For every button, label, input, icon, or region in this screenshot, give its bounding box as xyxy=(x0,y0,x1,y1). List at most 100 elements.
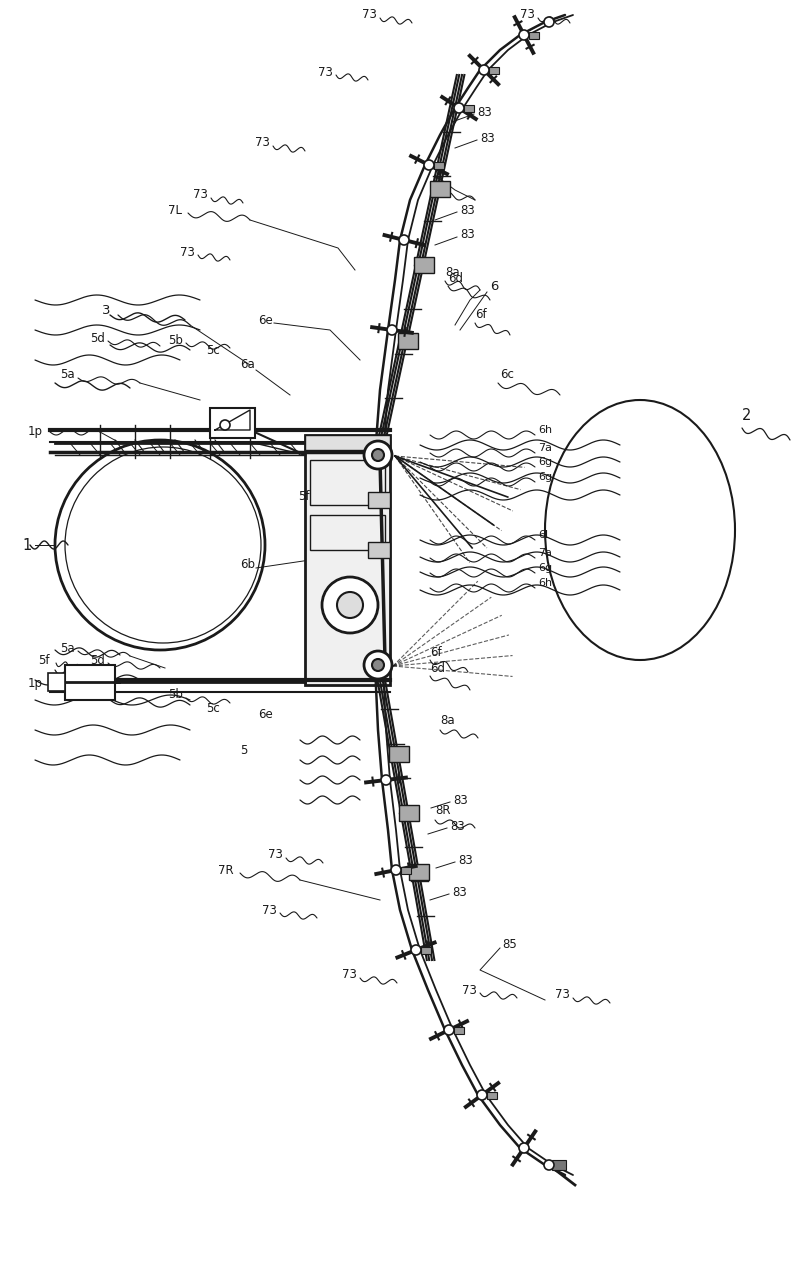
Text: 83: 83 xyxy=(460,229,474,242)
Bar xyxy=(401,866,411,874)
Text: 7a: 7a xyxy=(538,547,552,558)
Text: 5a: 5a xyxy=(60,641,74,654)
Circle shape xyxy=(454,103,464,113)
Text: 6g: 6g xyxy=(538,472,552,482)
Text: 73: 73 xyxy=(520,9,535,22)
Text: 73: 73 xyxy=(342,969,357,982)
Text: 5: 5 xyxy=(240,744,247,757)
Bar xyxy=(464,104,474,112)
Bar xyxy=(389,745,409,762)
Bar xyxy=(399,804,419,821)
Text: 6b: 6b xyxy=(240,559,255,572)
Text: 6f: 6f xyxy=(430,645,442,658)
Circle shape xyxy=(364,651,392,678)
Bar xyxy=(368,542,390,558)
Circle shape xyxy=(519,1142,529,1153)
Text: 73: 73 xyxy=(180,245,195,258)
Text: 6l: 6l xyxy=(538,529,548,540)
Text: 7L: 7L xyxy=(168,203,182,216)
Text: 73: 73 xyxy=(268,848,283,861)
Text: 73: 73 xyxy=(262,903,277,916)
Text: 83: 83 xyxy=(450,820,465,833)
Text: 5b: 5b xyxy=(168,334,183,347)
Bar xyxy=(368,492,390,508)
Bar xyxy=(65,666,115,700)
Text: 8L: 8L xyxy=(432,176,446,189)
Text: 83: 83 xyxy=(460,203,474,216)
Bar xyxy=(421,947,431,953)
Text: 73: 73 xyxy=(555,988,570,1001)
Bar xyxy=(552,1160,566,1171)
Text: 83: 83 xyxy=(453,794,468,807)
Text: 6: 6 xyxy=(490,280,498,293)
Text: 6h: 6h xyxy=(538,425,552,436)
Circle shape xyxy=(479,66,489,75)
Text: 5f: 5f xyxy=(38,654,50,667)
Circle shape xyxy=(544,17,554,27)
Circle shape xyxy=(544,1160,554,1171)
Text: 73: 73 xyxy=(193,189,208,202)
Text: 73: 73 xyxy=(318,66,333,78)
Text: 3: 3 xyxy=(102,303,110,316)
Bar xyxy=(454,1027,464,1033)
Text: 85: 85 xyxy=(502,938,517,951)
Circle shape xyxy=(381,775,391,785)
Text: 6e: 6e xyxy=(258,314,273,326)
Text: 5c: 5c xyxy=(206,343,220,356)
Text: 5a: 5a xyxy=(60,369,74,382)
Text: 7a: 7a xyxy=(538,443,552,454)
Text: 8a: 8a xyxy=(440,713,454,726)
Text: 7R: 7R xyxy=(218,864,234,876)
Text: 5d: 5d xyxy=(90,654,105,667)
Circle shape xyxy=(424,161,434,170)
Bar xyxy=(305,436,390,450)
Text: 73: 73 xyxy=(462,983,477,996)
Circle shape xyxy=(337,592,363,618)
Text: 8a: 8a xyxy=(445,266,460,279)
Text: 5d: 5d xyxy=(90,332,105,344)
Bar xyxy=(310,515,385,550)
Text: 83: 83 xyxy=(477,105,492,118)
Bar xyxy=(489,67,499,73)
Circle shape xyxy=(477,1090,487,1100)
Bar xyxy=(414,257,434,272)
Bar xyxy=(434,162,444,168)
Text: 6h: 6h xyxy=(538,578,552,589)
Text: 6d: 6d xyxy=(430,662,445,675)
Circle shape xyxy=(411,944,421,955)
Text: 1: 1 xyxy=(22,537,31,553)
Circle shape xyxy=(372,448,384,461)
Text: 6g: 6g xyxy=(538,563,552,573)
Text: 6e: 6e xyxy=(258,708,273,721)
Text: 8R: 8R xyxy=(435,803,450,816)
Text: 1p: 1p xyxy=(28,676,43,690)
Text: 73: 73 xyxy=(255,136,270,149)
Text: 5c: 5c xyxy=(206,702,220,714)
Text: 6c: 6c xyxy=(500,369,514,382)
Circle shape xyxy=(322,577,378,634)
Bar xyxy=(430,181,450,197)
Text: 83: 83 xyxy=(458,853,473,866)
Circle shape xyxy=(387,325,397,335)
Bar xyxy=(310,460,385,505)
Text: 5b: 5b xyxy=(168,689,183,702)
Text: 5f: 5f xyxy=(298,491,310,504)
Text: 83: 83 xyxy=(480,131,494,144)
Bar xyxy=(410,864,430,879)
Text: 6g: 6g xyxy=(538,457,552,466)
Circle shape xyxy=(391,865,401,875)
Bar xyxy=(529,32,539,39)
Circle shape xyxy=(364,441,392,469)
Text: 73: 73 xyxy=(362,9,377,22)
Circle shape xyxy=(519,30,529,40)
Bar xyxy=(305,436,390,685)
Text: 6d: 6d xyxy=(448,271,463,284)
Bar xyxy=(210,409,255,438)
Circle shape xyxy=(372,659,384,671)
Text: 1p: 1p xyxy=(28,425,43,438)
Text: 2: 2 xyxy=(742,407,751,423)
Text: 83: 83 xyxy=(452,885,466,898)
Polygon shape xyxy=(215,410,250,430)
Text: 6a: 6a xyxy=(240,359,254,371)
Circle shape xyxy=(220,420,230,430)
